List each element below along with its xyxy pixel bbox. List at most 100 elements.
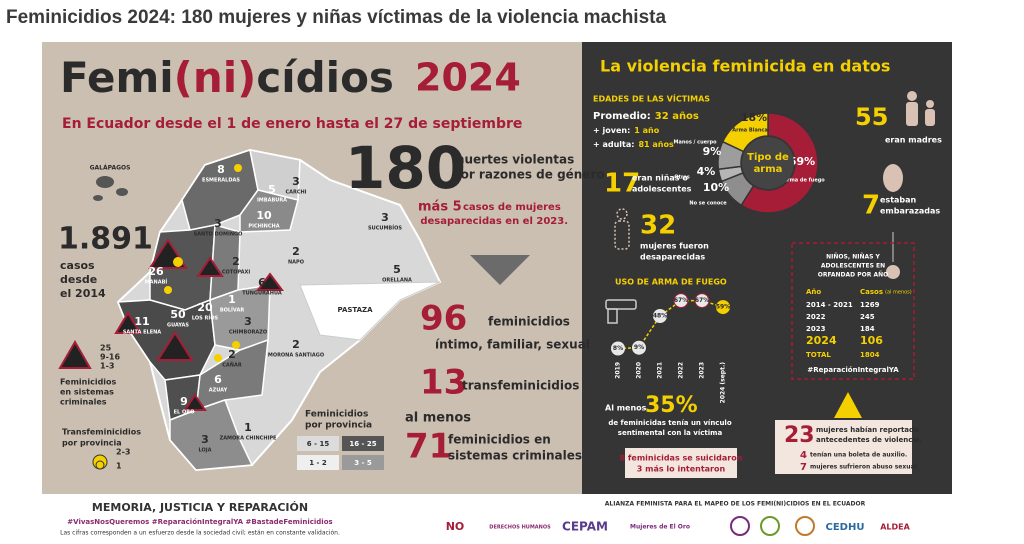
stat-value: 17	[604, 169, 640, 199]
stat-prefix: Al menos	[605, 404, 647, 413]
table-cell: 184	[860, 325, 875, 333]
legend-label: 6 - 15	[307, 440, 330, 448]
logo: CEDHU	[826, 522, 865, 533]
hashtag: #ReparaciónIntegralYA	[807, 366, 899, 374]
stat-label: feminicidios	[488, 315, 570, 329]
x-tick-label: 2023	[699, 362, 706, 379]
province-name: COTOPAXI	[222, 270, 251, 276]
legend-title: Transfeminicidios	[62, 428, 141, 437]
logo: ALDEA	[880, 523, 910, 532]
province-name: IMBABURA	[257, 198, 287, 204]
legend-label: 1 - 2	[309, 459, 327, 467]
age-value: 1 año	[634, 126, 659, 135]
legend-label: 16 - 25	[349, 440, 376, 448]
legend-title: Feminicidios	[305, 410, 368, 420]
total-label: muertes violentas	[452, 153, 574, 167]
province-name: SANTA ELENA	[123, 330, 161, 336]
panel-title: La violencia feminicida en datos	[600, 57, 890, 76]
table-cell: 2023	[806, 325, 826, 333]
slice-name: No se conoce	[689, 201, 727, 207]
table-cell: 1804	[860, 351, 880, 359]
age-line: + joven: 1 año	[593, 126, 660, 135]
map-island	[96, 176, 114, 188]
province-name: MANABÍ	[145, 278, 168, 286]
trans-marker	[173, 257, 183, 267]
province-value: 3	[292, 175, 300, 188]
stat-prefix: al menos	[405, 411, 471, 426]
stat-label: desaparecidas	[640, 253, 705, 262]
x-tick-label: 2021	[657, 362, 664, 379]
province-value: 2	[292, 245, 300, 258]
slice-value: 9%	[703, 145, 722, 158]
table-cell: 2024	[806, 334, 837, 347]
province-name: LOS RÍOS	[192, 314, 219, 322]
stat-label: mujeres habían reportado	[816, 426, 919, 434]
footer-alliance: ALIANZA FEMINISTA PARA EL MAPEO DE LOS F…	[605, 501, 866, 508]
logo-mark	[795, 516, 815, 536]
age-line: Promedio: 32 años	[593, 111, 699, 122]
legend-swatch	[342, 436, 384, 451]
pie-slice	[721, 112, 769, 153]
gun-icon	[605, 299, 637, 324]
line-point	[673, 293, 689, 309]
province-value: 10	[256, 209, 272, 222]
stat-label: estaban	[880, 196, 917, 205]
legend-label: 1-3	[100, 362, 114, 371]
province-value: 1	[244, 421, 252, 434]
legend-title: por provincia	[305, 421, 372, 431]
suicide-label: 3 más lo intentaron	[637, 465, 726, 474]
province-value: 26	[148, 265, 164, 278]
crime-marker	[183, 393, 207, 411]
legend-label: 2-3	[116, 448, 130, 457]
slice-value: 18%	[741, 111, 767, 124]
slice-name: Otros	[674, 175, 690, 181]
line-point	[632, 340, 646, 355]
line-point	[611, 341, 625, 356]
province-name: TUNGURAHUA	[242, 291, 282, 297]
ages-title: EDADES DE LAS VÍCTIMAS	[593, 93, 710, 104]
pie-center	[742, 137, 794, 189]
poster-subtitle: En Ecuador desde el 1 de enero hasta el …	[62, 116, 522, 132]
legend-title: Feminicidios	[60, 378, 117, 387]
missing-lead: más 5	[418, 200, 462, 215]
map-label: GALÁPAGOS	[90, 165, 131, 172]
province-value: 3	[201, 433, 209, 446]
crime-marker	[196, 256, 224, 277]
trans-marker	[234, 164, 242, 172]
province-name: LOJA	[199, 448, 212, 454]
province-name: CHIMBORAZO	[229, 330, 267, 336]
legend-title: por provincia	[62, 439, 122, 448]
stat-value: 23	[784, 423, 815, 448]
province-value: 9	[180, 395, 188, 408]
age-label: + joven:	[593, 126, 630, 135]
poster-heading: Femi(ni)cídios	[60, 53, 394, 102]
map-label: PASTAZA	[337, 306, 373, 314]
chart-title: USO DE ARMA DE FUEGO	[615, 278, 727, 287]
province-name: CARCHI	[285, 190, 306, 196]
province-name: SANTO DOMINGO	[194, 232, 243, 238]
x-tick-label: 2019	[615, 362, 622, 379]
trans-marker	[164, 286, 172, 294]
heading-part: (ni)	[174, 53, 257, 102]
province-value: 3	[381, 211, 389, 224]
crime-marker	[114, 311, 142, 334]
x-tick-label: 2022	[678, 362, 685, 379]
arrow-down	[470, 255, 530, 285]
crime-marker	[256, 272, 284, 291]
slice-value: 59%	[789, 155, 815, 168]
table-cell: 2022	[806, 313, 826, 321]
province-value: 5	[393, 263, 401, 276]
point-label: 8%	[613, 345, 623, 352]
province-name: ORELLANA	[382, 278, 412, 284]
province-name: GUAYAS	[167, 323, 189, 329]
slice-value: 10%	[703, 181, 729, 194]
item-value: 7	[800, 462, 807, 473]
map-region	[239, 189, 299, 233]
orphans-box	[791, 242, 915, 380]
table-cell: 2014 - 2021	[806, 301, 853, 309]
legend-label: 3 - 5	[354, 459, 372, 467]
province-name: AZUAY	[209, 388, 228, 394]
slice-name: Arma de fuego	[783, 178, 825, 184]
table-header: Casos	[860, 288, 883, 296]
